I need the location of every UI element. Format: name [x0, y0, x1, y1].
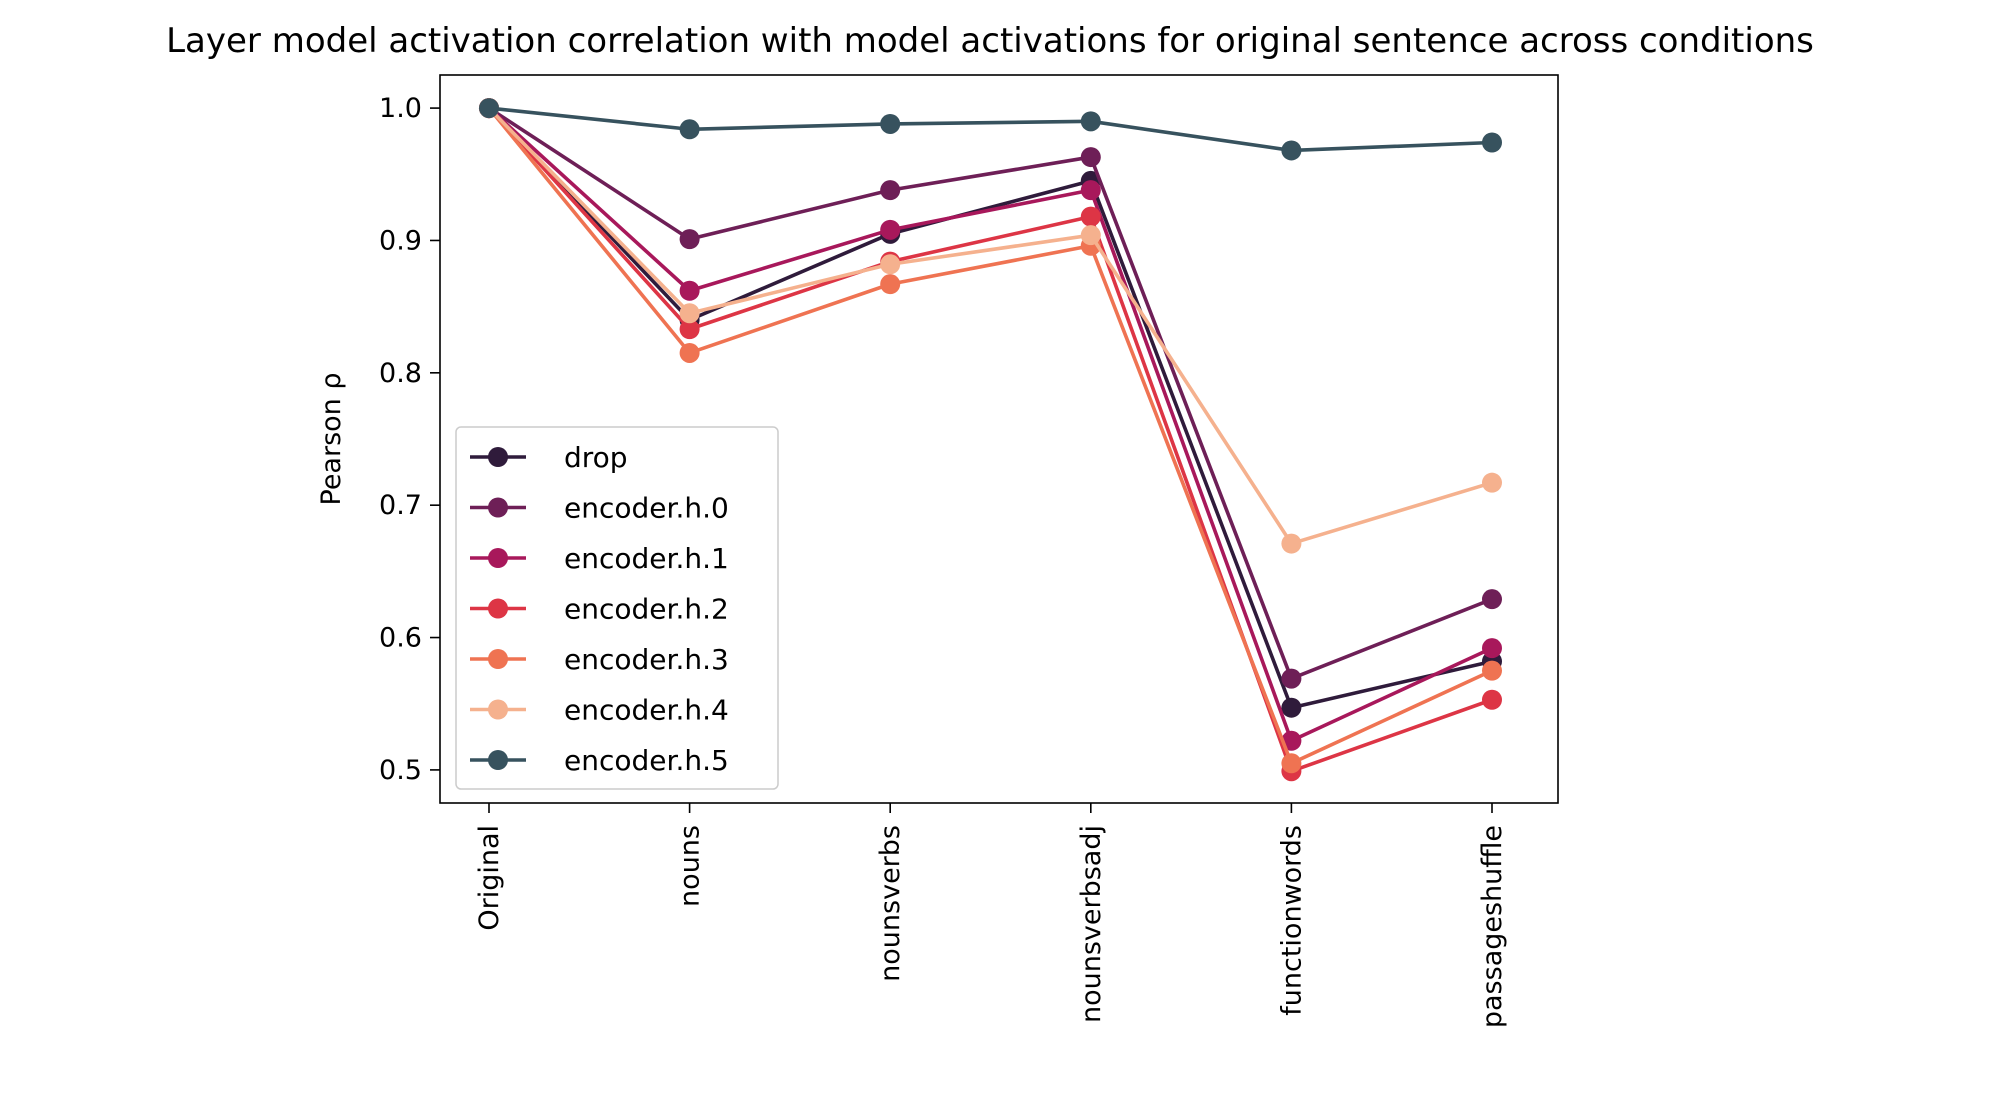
legend-swatch-marker: [488, 548, 508, 568]
legend-item: drop: [470, 441, 628, 474]
legend-item: encoder.h.4: [470, 694, 729, 727]
legend-swatch-marker: [488, 699, 508, 720]
series-line: [488, 106, 1493, 153]
data-point: [1482, 472, 1502, 493]
data-point: [679, 280, 700, 301]
legend-item: encoder.h.3: [470, 643, 729, 676]
legend-swatch-marker: [488, 598, 508, 619]
y-axis-label: Pearson ρ: [316, 373, 347, 506]
data-point: [1482, 132, 1502, 153]
series-line: [487, 106, 1493, 710]
legend-label: encoder.h.0: [564, 492, 729, 525]
legend-item: encoder.h.2: [470, 593, 729, 626]
data-point: [1281, 753, 1302, 774]
x-axis: Original nouns nounsverbs nounsverbsadj func…: [474, 803, 1508, 1028]
data-point: [1482, 660, 1502, 681]
legend-label: encoder.h.2: [564, 593, 729, 626]
data-point: [1080, 147, 1101, 168]
data-point: [679, 303, 700, 324]
series-line: [487, 106, 1493, 774]
legend: drop encoder.h.0 encoder.h.1 encoder.h.2 enc…: [455, 426, 779, 790]
legend-label: encoder.h.5: [564, 744, 729, 777]
data-point: [1080, 225, 1101, 246]
x-tick-label: passageshuffle: [1477, 825, 1508, 1028]
legend-swatch-marker: [488, 447, 508, 467]
x-tick-label: functionwords: [1276, 825, 1307, 1016]
data-point: [880, 113, 901, 134]
data-point: [880, 219, 901, 240]
data-point: [1080, 206, 1101, 227]
data-point: [880, 254, 901, 275]
x-tick-label: nounsverbsadj: [1076, 825, 1107, 1023]
data-point: [1281, 533, 1302, 554]
y-tick-label: 0.9: [379, 225, 422, 256]
legend-label: encoder.h.3: [564, 643, 729, 676]
data-point: [679, 342, 700, 363]
y-tick-label: 0.8: [379, 358, 422, 389]
data-point: [1080, 180, 1101, 201]
data-point: [1281, 668, 1302, 689]
chart-title: Layer model activation correlation with …: [166, 21, 1814, 61]
data-point: [1482, 638, 1502, 659]
legend-label: drop: [564, 441, 628, 474]
data-point: [1482, 589, 1502, 610]
legend-label: encoder.h.4: [564, 694, 729, 727]
data-point: [1482, 689, 1502, 710]
legend-label: encoder.h.1: [564, 542, 729, 575]
series-line: [487, 106, 1493, 546]
legend-swatch-marker: [488, 497, 508, 518]
y-tick-label: 0.5: [379, 755, 422, 786]
data-point: [479, 98, 499, 119]
x-tick-label: nounsverbs: [875, 825, 906, 982]
series-line: [487, 106, 1493, 743]
data-point: [1080, 111, 1101, 132]
data-point: [880, 274, 901, 295]
y-axis: 0.5 0.6 0.7 0.8 0.9 1.0: [379, 93, 440, 786]
series-layer: [479, 98, 1502, 782]
y-tick-label: 1.0: [379, 93, 422, 124]
data-point: [679, 229, 700, 250]
y-tick-label: 0.6: [379, 623, 422, 654]
y-tick-label: 0.7: [379, 490, 422, 521]
series-line: [488, 106, 1493, 681]
data-point: [880, 180, 901, 201]
legend-swatch-marker: [488, 649, 508, 669]
data-point: [679, 119, 700, 140]
data-point: [1281, 697, 1302, 718]
data-point: [679, 319, 700, 340]
legend-swatch-marker: [488, 750, 508, 770]
legend-item: encoder.h.5: [470, 744, 729, 777]
series-encoder-h-5: [479, 98, 1502, 161]
series-line: [487, 106, 1493, 766]
legend-item: encoder.h.1: [470, 542, 729, 575]
x-tick-label: Original: [474, 825, 505, 931]
data-point: [1281, 140, 1302, 161]
plot-area: [439, 74, 1559, 804]
legend-frame: [455, 426, 779, 790]
x-tick-label: nouns: [675, 825, 706, 907]
legend-item: encoder.h.0: [470, 492, 729, 525]
